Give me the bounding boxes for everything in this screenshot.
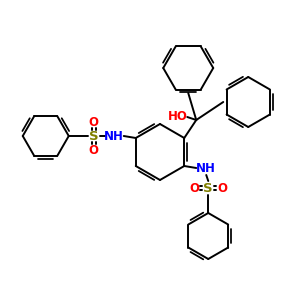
Text: O: O bbox=[217, 182, 227, 194]
Text: S: S bbox=[203, 182, 213, 194]
Text: S: S bbox=[89, 130, 99, 142]
Text: NH: NH bbox=[196, 161, 216, 175]
Text: O: O bbox=[189, 182, 199, 194]
Text: HO: HO bbox=[168, 110, 188, 124]
Text: NH: NH bbox=[104, 130, 124, 142]
Text: O: O bbox=[89, 116, 99, 128]
Text: O: O bbox=[89, 143, 99, 157]
